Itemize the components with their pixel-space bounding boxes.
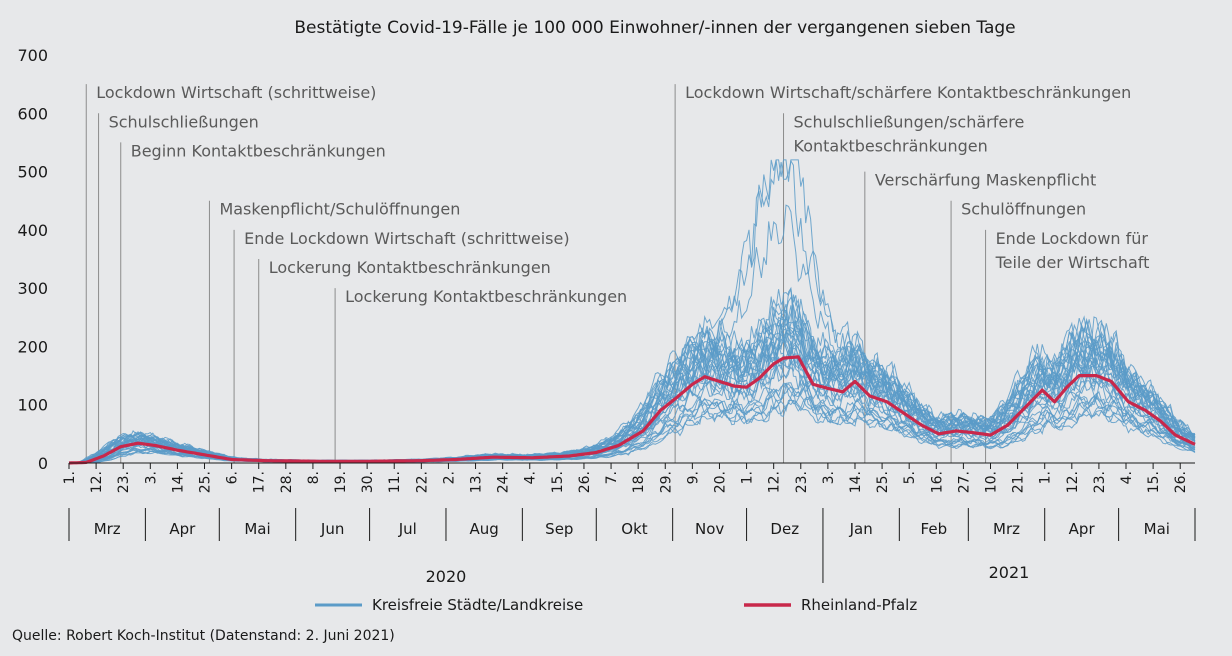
event-label: Kontaktbeschränkungen: [794, 136, 988, 155]
x-tick-label: 12.: [1065, 471, 1081, 493]
event-label: Lockerung Kontaktbeschränkungen: [269, 258, 551, 277]
month-label: Dez: [770, 520, 799, 538]
event-markers: Lockdown Wirtschaft (schrittweise) Schuls…: [85, 83, 1150, 463]
month-label: Mrz: [993, 520, 1020, 538]
x-tick-label: 13.: [469, 471, 485, 493]
x-tick-label: 4.: [523, 471, 539, 484]
month-label: Nov: [695, 520, 724, 538]
x-tick-label: 8.: [306, 471, 322, 484]
x-tick-label: 12.: [89, 471, 105, 493]
x-tick-label: 7.: [604, 471, 620, 484]
month-label: Jun: [320, 520, 344, 538]
event-label: Lockerung Kontaktbeschränkungen: [345, 287, 627, 306]
event-label: Verschärfung Maskenpflicht: [875, 171, 1096, 190]
x-tick-label: 9.: [685, 471, 701, 484]
x-tick-label: 1.: [62, 471, 78, 484]
x-tick-label: 16.: [929, 471, 945, 493]
legend: Kreisfreie Städte/Landkreise Rheinland-P…: [315, 596, 917, 614]
x-tick-label: 28.: [279, 471, 295, 493]
x-tick-label: 6.: [225, 471, 241, 484]
event-label: Ende Lockdown Wirtschaft (schrittweise): [244, 229, 570, 248]
month-label: Apr: [1069, 520, 1096, 538]
year-label: 2021: [989, 563, 1030, 582]
x-tick-label: 4.: [1119, 471, 1135, 484]
month-label: Okt: [621, 520, 647, 538]
month-label: Sep: [545, 520, 573, 538]
x-tick-label: 27.: [956, 471, 972, 493]
x-tick-label: 5.: [902, 471, 918, 484]
event-label: Maskenpflicht/Schulöffnungen: [219, 200, 460, 219]
x-tick-label: 20.: [712, 471, 728, 493]
x-tick-label: 29.: [658, 471, 674, 493]
y-tick-label: 700: [17, 46, 48, 65]
x-tick-label: 17.: [252, 471, 268, 493]
x-tick-label: 23.: [1092, 471, 1108, 493]
x-tick-label: 1.: [1038, 471, 1054, 484]
month-label: Mai: [244, 520, 270, 538]
state-line: [68, 355, 1196, 465]
x-tick-label: 18.: [631, 471, 647, 493]
month-label: Mrz: [94, 520, 121, 538]
x-tick-label: 3.: [821, 471, 837, 484]
y-tick-label: 300: [17, 279, 48, 298]
x-axis: 1. 12. 23. 3. 14. 25. 6. 17. 28. 8. 19. 30. 11. 22. 2.…: [62, 462, 1196, 586]
event-label: Ende Lockdown für: [996, 229, 1149, 248]
legend-label-state: Rheinland-Pfalz: [801, 596, 917, 614]
x-tick-label: 23.: [794, 471, 810, 493]
year-label: 2020: [426, 567, 467, 586]
x-tick-label: 26.: [577, 471, 593, 493]
x-tick-label: 25.: [875, 471, 891, 493]
event-label: Schulschließungen: [109, 112, 259, 131]
x-tick-label: 3.: [143, 471, 159, 484]
x-tick-label: 10.: [983, 471, 999, 493]
x-tick-label: 11.: [387, 471, 403, 493]
month-label: Feb: [921, 520, 948, 538]
month-label: Mai: [1144, 520, 1170, 538]
y-tick-label: 500: [17, 163, 48, 182]
source-note: Quelle: Robert Koch-Institut (Datenstand…: [12, 628, 395, 644]
event-label: Teile der Wirtschaft: [995, 253, 1150, 272]
month-label: Jan: [849, 520, 873, 538]
y-axis: 0 100 200 300 400 500 600 700: [17, 46, 48, 473]
month-label: Apr: [169, 520, 196, 538]
event-label: Schulöffnungen: [961, 200, 1086, 219]
x-tick-label: 14.: [170, 471, 186, 493]
x-tick-label: 22.: [414, 471, 430, 493]
event-label: Lockdown Wirtschaft/schärfere Kontaktbes…: [685, 83, 1131, 102]
x-tick-label: 26.: [1173, 471, 1189, 493]
y-tick-label: 200: [17, 337, 48, 356]
chart-title: Bestätigte Covid-19-Fälle je 100 000 Ein…: [294, 18, 1015, 38]
y-tick-label: 400: [17, 221, 48, 240]
y-tick-label: 600: [17, 104, 48, 123]
x-tick-label: 12.: [767, 471, 783, 493]
x-tick-label: 24.: [496, 471, 512, 493]
x-tick-label: 1.: [740, 471, 756, 484]
x-tick-label: 14.: [848, 471, 864, 493]
state-series: [68, 355, 1196, 465]
month-label: Aug: [470, 520, 499, 538]
x-tick-label: 23.: [116, 471, 132, 493]
x-tick-label: 15.: [1146, 471, 1162, 493]
x-tick-label: 30.: [360, 471, 376, 493]
event-label: Lockdown Wirtschaft (schrittweise): [96, 83, 376, 102]
x-tick-label: 2.: [441, 471, 457, 484]
x-tick-label: 15.: [550, 471, 566, 493]
x-tick-label: 19.: [333, 471, 349, 493]
event-label: Beginn Kontaktbeschränkungen: [131, 141, 386, 160]
month-label: Jul: [398, 520, 417, 538]
x-tick-label: 25.: [198, 471, 214, 493]
y-tick-label: 0: [38, 454, 48, 473]
legend-label-districts: Kreisfreie Städte/Landkreise: [372, 596, 583, 614]
y-tick-label: 100: [17, 396, 48, 415]
event-label: Schulschließungen/schärfere: [794, 112, 1025, 131]
x-tick-label: 21.: [1011, 471, 1027, 493]
